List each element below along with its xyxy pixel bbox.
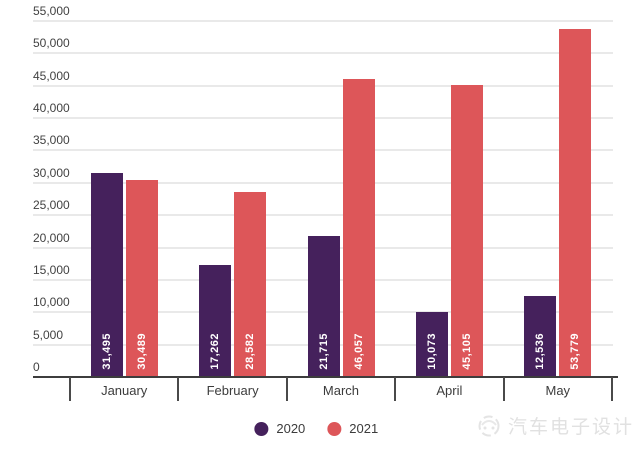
bar-2021-april — [450, 85, 483, 377]
bar-2020-march — [307, 236, 340, 377]
gridline — [33, 52, 613, 55]
y-axis-tick-label: 35,000 — [33, 133, 70, 148]
bar-value-label: 46,057 — [352, 333, 365, 370]
bar-value-label: 45,105 — [460, 333, 473, 370]
bar-2021-february — [234, 191, 267, 377]
x-axis-tick — [69, 377, 71, 401]
gridline — [33, 181, 613, 184]
legend-swatch-2020 — [254, 421, 269, 436]
gridline — [33, 117, 613, 120]
y-axis-tick-label: 55,000 — [33, 4, 70, 18]
legend-label: 2021 — [349, 421, 379, 436]
bar-2020-february — [199, 265, 232, 377]
y-axis-tick-label: 50,000 — [33, 36, 70, 51]
x-axis-category-label: January — [101, 383, 148, 398]
bar-2020-april — [415, 311, 448, 377]
legend-item-2020: 2020 — [254, 421, 305, 436]
x-axis-tick — [177, 377, 180, 401]
x-axis-tick — [611, 377, 613, 401]
x-axis-category-label: March — [322, 383, 360, 398]
bar-value-label: 53,779 — [569, 333, 582, 370]
x-axis-category-label: May — [545, 383, 571, 398]
legend: 2020 2021 — [254, 421, 378, 436]
bar-value-label: 17,262 — [209, 333, 222, 370]
bar-value-label: 31,495 — [100, 333, 113, 370]
watermark-text: 汽车电子设计 — [507, 416, 634, 438]
y-axis-tick-label: 10,000 — [33, 295, 70, 310]
legend-swatch-2021 — [327, 421, 342, 436]
car-logo-icon — [478, 415, 500, 437]
bar-2020-january — [90, 173, 123, 377]
gridline — [33, 149, 613, 152]
y-axis-tick-label: 15,000 — [33, 262, 70, 277]
y-axis-tick-label: 40,000 — [33, 101, 70, 116]
gridline — [33, 20, 613, 22]
bar-2020-may — [524, 295, 557, 377]
gridline — [33, 214, 613, 217]
bar-value-label: 21,715 — [317, 333, 330, 370]
bar-value-label: 10,073 — [425, 333, 438, 370]
bar-2021-may — [559, 28, 592, 377]
x-axis-tick — [502, 377, 505, 401]
x-axis-tick — [285, 377, 288, 401]
y-axis-tick-label: 25,000 — [33, 198, 70, 213]
x-axis-tick — [394, 377, 397, 401]
bar-2021-march — [342, 78, 375, 377]
legend-label: 2020 — [276, 421, 306, 436]
y-axis-tick-label: 20,000 — [33, 230, 70, 245]
y-axis-tick-label: 45,000 — [33, 68, 70, 83]
bar-2021-january — [125, 179, 158, 377]
y-axis-tick-label: 0 — [33, 360, 40, 374]
y-axis-tick-label: 30,000 — [33, 165, 70, 180]
x-axis-line — [33, 376, 618, 378]
legend-item-2021: 2021 — [327, 421, 378, 436]
bar-value-label: 28,582 — [244, 333, 257, 370]
x-axis-category-label: February — [206, 383, 259, 398]
gridline — [33, 84, 613, 87]
bar-value-label: 12,536 — [534, 333, 547, 370]
x-axis-category-label: April — [436, 383, 463, 398]
bar-value-label: 30,489 — [135, 333, 148, 370]
y-axis-tick-label: 5,000 — [33, 327, 64, 342]
watermark: 汽车电子设计 — [475, 411, 634, 439]
